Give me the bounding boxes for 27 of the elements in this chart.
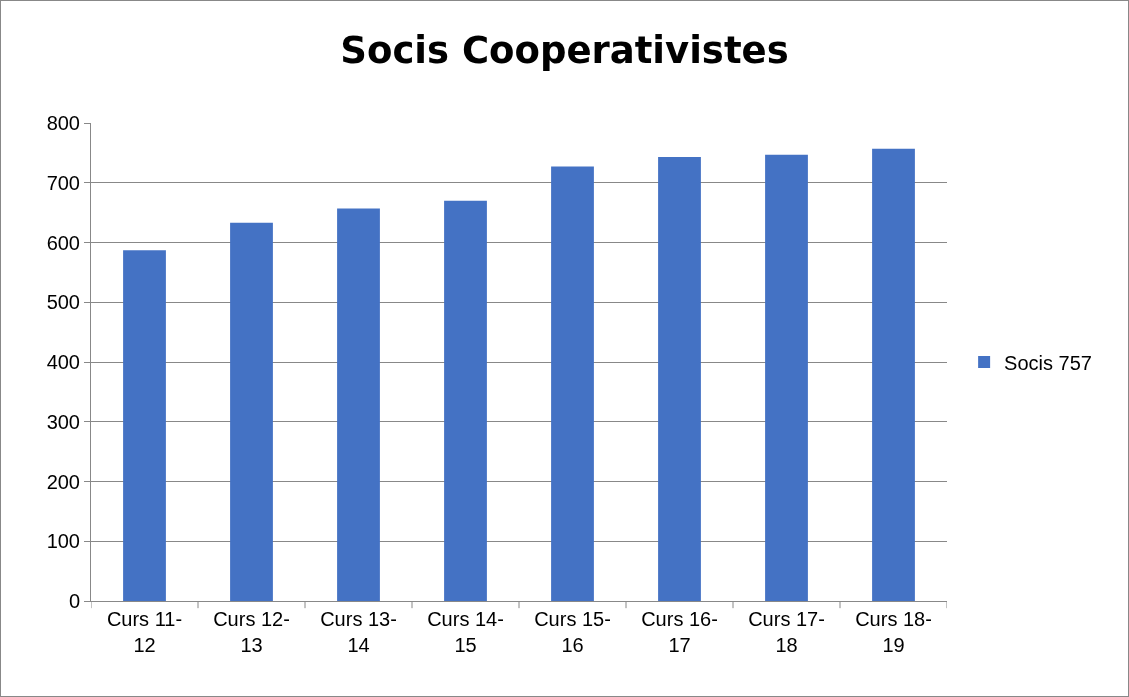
bar [872,148,915,601]
y-tick-label: 800 [46,112,80,134]
x-tick-label: Curs 16-17 [641,608,718,656]
y-tick-label: 600 [46,231,80,254]
bar [230,222,273,601]
y-tick-label: 400 [46,351,80,373]
bar [444,200,487,601]
legend-label: Socis 757 [1004,351,1092,374]
bar [551,166,594,601]
y-tick-label: 200 [46,470,80,493]
x-tick-label: Curs 11-12 [106,608,183,656]
y-tick-label: 700 [46,171,80,194]
x-tick-label: Curs 13-14 [320,608,397,656]
bar [658,157,701,601]
y-tick-label: 0 [68,590,80,612]
y-tick-label: 500 [46,291,80,314]
x-tick-label: Curs 17-18 [748,608,825,656]
y-tick-label: 100 [46,530,80,553]
x-tick-label: Curs 15-16 [534,608,611,656]
bar [123,250,166,601]
chart-title: Socis Cooperativistes [340,28,789,72]
x-tick-label: Curs 12-13 [213,608,290,656]
y-tick-label: 300 [46,410,80,433]
bar [337,208,380,601]
x-tick-label: Curs 14-15 [427,608,504,656]
x-tick-label: Curs 18-19 [855,608,932,656]
bar [765,154,808,601]
